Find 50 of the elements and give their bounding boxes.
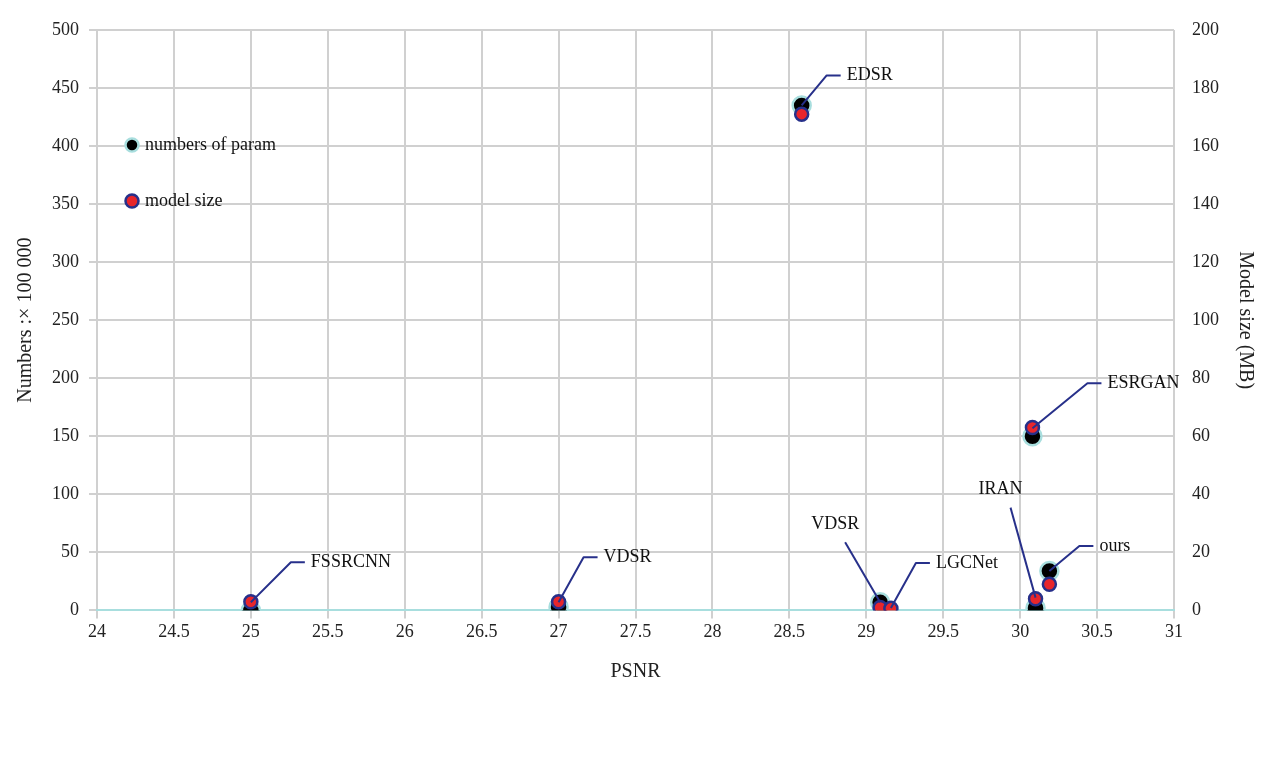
x-tick-label: 26 (395, 620, 414, 641)
x-tick-label: 29 (857, 620, 876, 641)
x-tick-label: 30.5 (1081, 620, 1113, 641)
x-tick-label: 28 (703, 620, 722, 641)
y-tick-label: 450 (52, 76, 79, 97)
x-tick-label: 31 (1165, 620, 1183, 641)
annotation: VDSR (811, 513, 860, 534)
y2-tick-label: 120 (1192, 250, 1219, 271)
x-axis-title: PSNR (610, 659, 662, 682)
y2-tick-label: 160 (1192, 134, 1219, 155)
y-tick-label: 100 (52, 483, 79, 504)
y-tick-label: 250 (52, 308, 79, 329)
x-tick-label: 24.5 (158, 620, 190, 641)
y-tick-label: 300 (52, 250, 79, 271)
y2-tick-label: 80 (1192, 366, 1210, 387)
y-tick-label: 0 (70, 599, 79, 620)
y2-tick-label: 20 (1192, 541, 1210, 562)
x-tick-label: 29.5 (927, 620, 959, 641)
annotation: FSSRCNN (310, 551, 391, 572)
y2-tick-label: 40 (1192, 483, 1210, 504)
x-tick-label: 28.5 (773, 620, 806, 641)
annotation: ours (1099, 534, 1131, 555)
annotation: IRAN (978, 478, 1023, 499)
annotation: LGCNet (935, 551, 998, 572)
x-tick-label: 27 (549, 620, 568, 641)
x-tick-label: 24 (88, 620, 106, 641)
y2-tick-label: 0 (1192, 599, 1201, 620)
y2-tick-label: 180 (1192, 76, 1219, 97)
x-tick-label: 27.5 (619, 620, 652, 641)
annotation: EDSR (846, 64, 893, 85)
annotation: ESRGAN (1107, 371, 1180, 392)
x-tick-label: 25.5 (312, 620, 344, 641)
y2-tick-label: 60 (1192, 425, 1210, 446)
y-tick-label: 350 (52, 192, 79, 213)
x-tick-label: 26.5 (465, 620, 498, 641)
legend-label: numbers of param (145, 133, 276, 154)
y2-tick-label: 140 (1192, 192, 1219, 213)
y-tick-label: 500 (52, 18, 79, 39)
y2-axis-title: Model size (MB) (1234, 251, 1258, 390)
y-tick-label: 50 (61, 541, 79, 562)
legend-label: model size (145, 189, 223, 210)
y2-tick-label: 100 (1192, 308, 1219, 329)
y-tick-label: 200 (52, 366, 79, 387)
annotation: VDSR (603, 546, 652, 567)
y-tick-label: 150 (52, 425, 79, 446)
x-tick-label: 25 (241, 620, 260, 641)
y-axis-title: Numbers :× 100 000 (13, 237, 36, 403)
y-tick-label: 400 (52, 134, 79, 155)
x-tick-label: 30 (1011, 620, 1030, 641)
y2-tick-label: 200 (1192, 18, 1219, 39)
